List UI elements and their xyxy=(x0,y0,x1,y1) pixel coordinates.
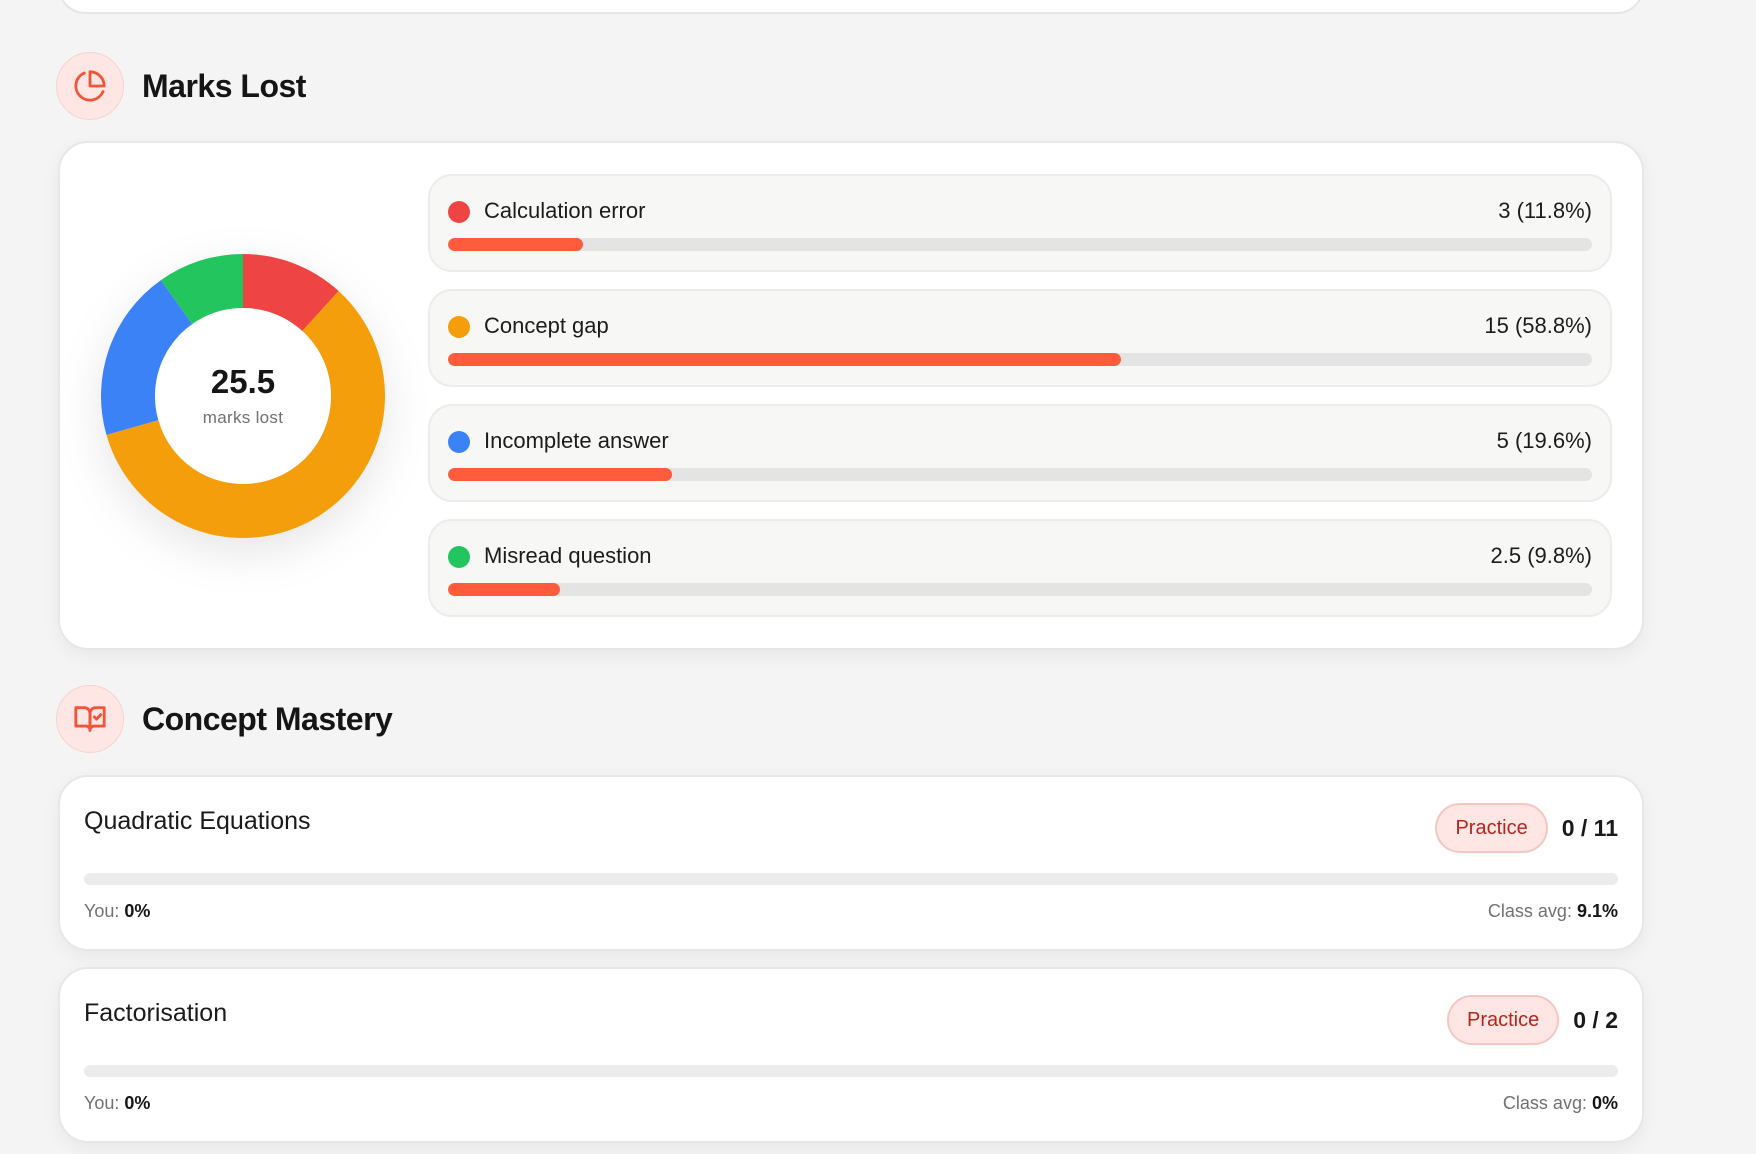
legend-dot xyxy=(448,546,470,568)
class-avg-value: 9.1% xyxy=(1576,901,1618,921)
marks-lost-card: 25.5 marks lost Calculation error 3 (11.… xyxy=(58,141,1644,650)
loss-bar-fill xyxy=(448,353,1121,366)
loss-row-incomplete-answer: Incomplete answer 5 (19.6%) xyxy=(428,404,1612,502)
loss-value: 3 (11.8%) xyxy=(1498,198,1592,223)
pie-chart-icon xyxy=(56,52,124,120)
concept-score-group: Practice 0 / 11 xyxy=(1435,803,1618,853)
donut-slice-misread-question xyxy=(160,254,243,325)
you-value: 0% xyxy=(124,901,151,921)
loss-bar-track xyxy=(448,353,1592,366)
loss-bar-track xyxy=(448,468,1592,481)
mastery-footer: You: 0% Class avg: 9.1% xyxy=(84,901,1618,922)
marks-lost-title: Marks Lost xyxy=(142,67,306,104)
concept-mastery-header: Concept Mastery xyxy=(56,685,393,753)
donut-center: 25.5 marks lost xyxy=(100,253,386,539)
loss-label: Calculation error xyxy=(484,198,646,223)
loss-bar-track xyxy=(448,583,1592,596)
book-check-icon xyxy=(56,685,124,753)
loss-label: Misread question xyxy=(484,543,652,568)
legend-dot xyxy=(448,316,470,338)
donut-total-value: 25.5 xyxy=(210,362,276,400)
loss-value: 5 (19.6%) xyxy=(1496,428,1592,453)
you-stat: You: 0% xyxy=(84,1093,150,1114)
donut-slice-incomplete-answer xyxy=(101,280,193,435)
loss-value: 2.5 (9.8%) xyxy=(1490,543,1593,568)
loss-row-calculation-error: Calculation error 3 (11.8%) xyxy=(428,174,1612,272)
marks-lost-header: Marks Lost xyxy=(56,52,306,120)
donut-slice-calculation-error xyxy=(243,254,339,331)
class-avg-label: Class avg: xyxy=(1502,1093,1587,1113)
you-stat: You: 0% xyxy=(84,901,150,922)
loss-bar-fill xyxy=(448,468,673,481)
concept-card-quadratic-equations[interactable]: Quadratic Equations Practice 0 / 11 You:… xyxy=(58,775,1644,951)
mastery-bar-track xyxy=(84,1065,1618,1077)
donut-total-label: marks lost xyxy=(202,407,284,427)
concept-score: 0 / 2 xyxy=(1573,1006,1618,1033)
donut-hole xyxy=(155,308,331,484)
donut-slice-concept-gap xyxy=(106,291,385,538)
legend-dot xyxy=(448,431,470,453)
loss-bar-fill xyxy=(448,238,583,251)
you-value: 0% xyxy=(124,1093,151,1113)
legend-dot xyxy=(448,201,470,223)
loss-value: 15 (58.8%) xyxy=(1484,313,1592,338)
practice-button[interactable]: Practice xyxy=(1435,803,1548,853)
loss-row-misread-question: Misread question 2.5 (9.8%) xyxy=(428,519,1612,617)
concept-score: 0 / 11 xyxy=(1561,814,1618,841)
class-avg-label: Class avg: xyxy=(1487,901,1572,921)
concept-name: Factorisation xyxy=(84,999,228,1027)
mastery-bar-track xyxy=(84,873,1618,885)
class-avg-value: 0% xyxy=(1591,1093,1618,1113)
loss-row-concept-gap: Concept gap 15 (58.8%) xyxy=(428,289,1612,387)
class-avg-stat: Class avg: 0% xyxy=(1503,1093,1618,1114)
loss-bar-fill xyxy=(448,583,561,596)
marks-lost-donut: 25.5 marks lost xyxy=(100,253,386,539)
loss-bar-track xyxy=(448,238,1592,251)
loss-label: Concept gap xyxy=(484,313,609,338)
previous-card xyxy=(58,0,1644,14)
loss-label: Incomplete answer xyxy=(484,428,669,453)
class-avg-stat: Class avg: 9.1% xyxy=(1488,901,1618,922)
concept-card-factorisation[interactable]: Factorisation Practice 0 / 2 You: 0% Cla… xyxy=(58,967,1644,1143)
you-label: You: xyxy=(84,1093,120,1113)
you-label: You: xyxy=(84,901,120,921)
concept-score-group: Practice 0 / 2 xyxy=(1446,995,1618,1045)
concept-name: Quadratic Equations xyxy=(84,807,311,835)
mastery-footer: You: 0% Class avg: 0% xyxy=(84,1093,1618,1114)
practice-button[interactable]: Practice xyxy=(1446,995,1560,1045)
concept-mastery-title: Concept Mastery xyxy=(142,700,393,737)
